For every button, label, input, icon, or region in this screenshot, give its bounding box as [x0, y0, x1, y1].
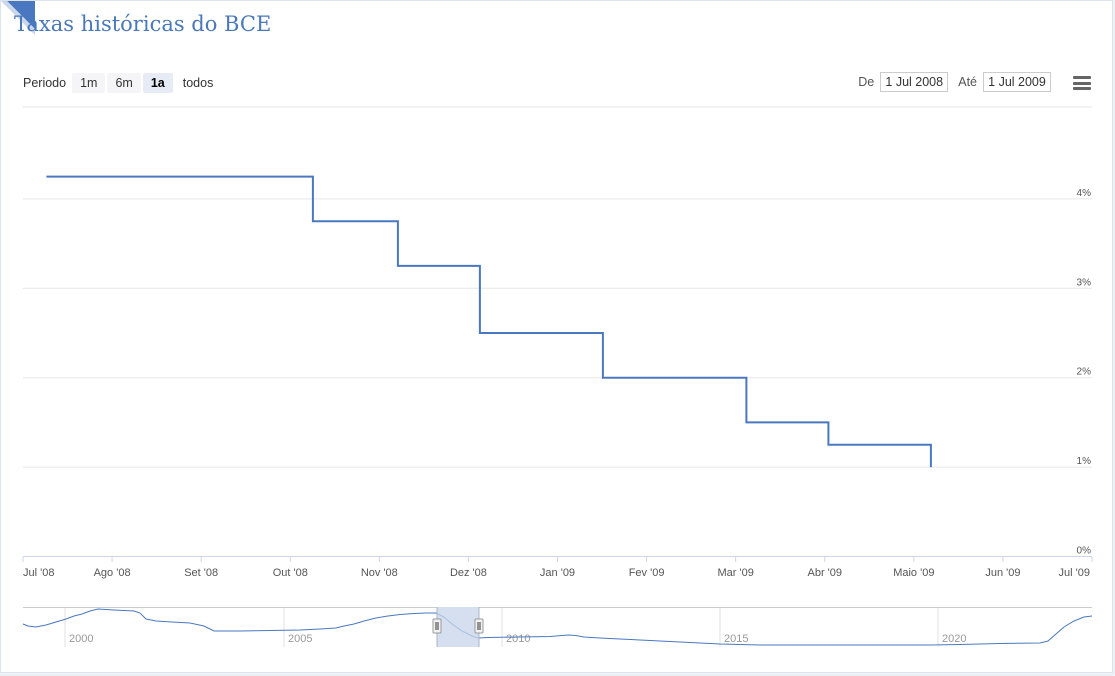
x-tick-label: Jan '09: [540, 567, 575, 579]
x-tick-label: Dez '08: [450, 567, 487, 579]
navigator-tick-label: 2000: [69, 633, 93, 645]
x-tick-label: Jun '09: [985, 567, 1020, 579]
x-tick-label: Abr '09: [807, 567, 842, 579]
date-to-input[interactable]: [983, 72, 1051, 92]
y-tick-label: 4%: [1077, 188, 1092, 199]
navigator-handle-left[interactable]: [432, 618, 442, 634]
y-tick-label: 0%: [1077, 546, 1092, 557]
date-to-label: Até: [958, 75, 977, 89]
range-button-6m[interactable]: 6m: [107, 73, 141, 93]
y-tick-label: 2%: [1077, 367, 1092, 378]
range-selector: Periodo 1m 6m 1a todos: [23, 73, 223, 93]
corner-fold-icon: [1, 1, 35, 35]
x-tick-label: Out '08: [273, 567, 308, 579]
x-tick-label: Jul '08: [23, 567, 54, 579]
x-tick-label: Ago '08: [94, 567, 131, 579]
x-tick-label: Set '08: [184, 567, 218, 579]
navigator-tick-label: 2015: [724, 633, 748, 645]
range-selector-label: Periodo: [23, 76, 67, 90]
navigator-handle-right[interactable]: [474, 618, 484, 634]
y-tick-label: 3%: [1077, 277, 1092, 288]
navigator-tick-label: 2005: [288, 633, 312, 645]
navigator-mask: [437, 607, 479, 647]
x-tick-label: Mar '09: [717, 567, 753, 579]
series-line: [46, 175, 932, 468]
date-from-label: De: [858, 75, 875, 89]
date-from-input[interactable]: [880, 72, 949, 92]
navigator-series-line: [22, 608, 1093, 646]
range-button-todos[interactable]: todos: [182, 76, 214, 90]
navigator-tick-label: 2020: [942, 633, 966, 645]
range-button-1a[interactable]: 1a: [142, 73, 173, 93]
y-tick-label: 1%: [1077, 456, 1092, 467]
navigator[interactable]: 2000 2005 2010 2015 2020: [22, 607, 1093, 647]
x-tick-label: Fev '09: [629, 567, 665, 579]
navigator-tick-label: 2010: [506, 633, 530, 645]
hamburger-menu-icon[interactable]: [1073, 76, 1091, 90]
date-range-inputs: De Até: [848, 72, 1051, 92]
range-button-1m[interactable]: 1m: [72, 73, 106, 93]
x-tick-label: Nov '08: [361, 567, 398, 579]
x-tick-label: Maio '09: [893, 567, 934, 579]
x-tick-label: Jul '09: [1059, 567, 1090, 579]
chart-title: Taxas históricas do BCE: [14, 12, 272, 36]
